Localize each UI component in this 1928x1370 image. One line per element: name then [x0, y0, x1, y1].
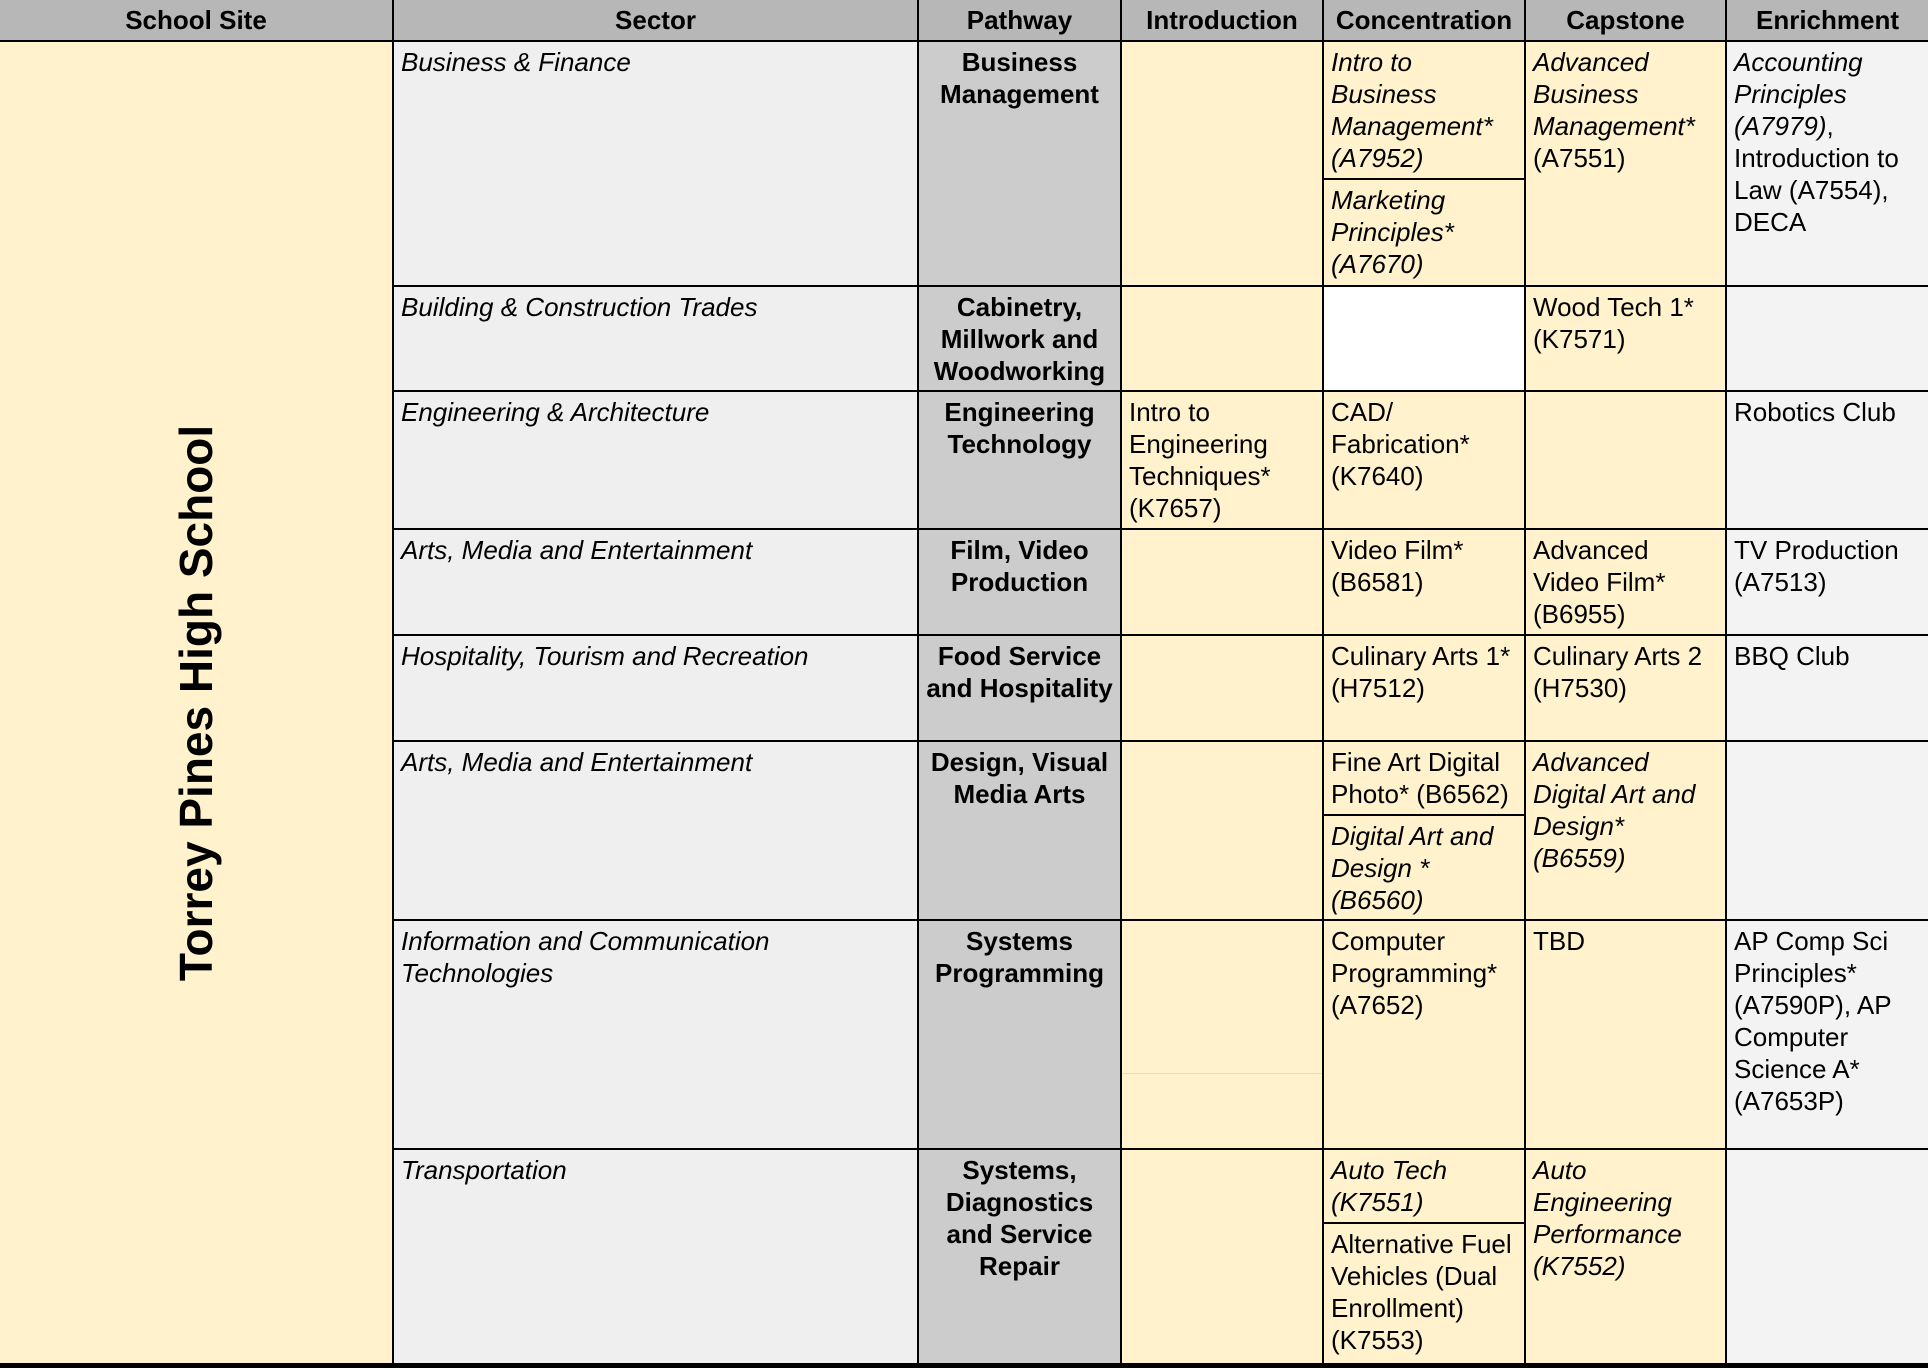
- introduction-cell: [1122, 1150, 1322, 1363]
- capstone-cell: Culinary Arts 2 (H7530): [1526, 636, 1725, 740]
- capstone-cell: [1526, 392, 1725, 528]
- capstone-cell: Advanced Digital Art and Design* (B6559): [1526, 742, 1725, 919]
- concentration-cell: Computer Programming* (A7652): [1324, 921, 1524, 1148]
- capstone-text: Advanced Video Film* (B6955): [1533, 534, 1718, 630]
- text-segment: AP Comp Sci Principles* (A7590P), AP Com…: [1734, 926, 1892, 1116]
- capstone-text: Wood Tech 1* (K7571): [1533, 291, 1718, 355]
- concentration-cell: [1324, 287, 1524, 390]
- text-segment: Culinary Arts 2 (H7530): [1533, 641, 1703, 703]
- concentration-cell: Auto Tech (K7551) Alternative Fuel Vehicl…: [1324, 1150, 1524, 1363]
- pathway-cell: Engineering Technology: [919, 392, 1120, 528]
- introduction-subcell: [1122, 921, 1322, 1073]
- capstone-text: Culinary Arts 2 (H7530): [1533, 640, 1718, 704]
- text-segment: Advanced Video Film* (B6955): [1533, 535, 1666, 629]
- enrichment-text: BBQ Club: [1734, 640, 1921, 672]
- enrichment-cell: TV Production (A7513): [1727, 530, 1928, 634]
- text-segment: TBD: [1533, 926, 1585, 956]
- enrichment-cell: [1727, 287, 1928, 390]
- capstone-cell: Wood Tech 1* (K7571): [1526, 287, 1725, 390]
- enrichment-cell: Accounting Principles (A7979), Introduct…: [1727, 42, 1928, 285]
- capstone-cell: Auto Engineering Performance (K7552): [1526, 1150, 1725, 1363]
- text-segment: BBQ Club: [1734, 641, 1850, 671]
- text-segment: Auto Engineering Performance (K7552): [1533, 1155, 1682, 1281]
- pathway-cell: Cabinetry, Millwork and Woodworking: [919, 287, 1120, 390]
- enrichment-cell: AP Comp Sci Principles* (A7590P), AP Com…: [1727, 921, 1928, 1148]
- text-segment: (A7551): [1533, 143, 1626, 173]
- capstone-text: Auto Engineering Performance (K7552): [1533, 1154, 1718, 1282]
- sector-cell: Arts, Media and Entertainment: [394, 530, 917, 634]
- capstone-text: Advanced Business Management* (A7551): [1533, 46, 1718, 174]
- course-item: Marketing Principles* (A7670): [1324, 178, 1524, 285]
- text-segment: , Introduction to Law (A7554), DECA: [1734, 111, 1899, 237]
- introduction-cell: Intro to Engineering Techniques* (K7657): [1122, 392, 1322, 528]
- sector-cell: Information and Communication Technologi…: [394, 921, 917, 1148]
- text-segment: Advanced Digital Art and Design* (B6559): [1533, 747, 1696, 873]
- course-item: Video Film* (B6581): [1331, 535, 1464, 597]
- column-header: Introduction: [1122, 0, 1322, 40]
- course-item: Alternative Fuel Vehicles (Dual Enrollme…: [1324, 1222, 1524, 1363]
- column-header: School Site: [0, 0, 392, 40]
- course-item: Digital Art and Design * (B6560): [1324, 814, 1524, 919]
- introduction-cell: [1122, 921, 1322, 1148]
- introduction-cell: [1122, 636, 1322, 740]
- introduction-cell: [1122, 742, 1322, 919]
- introduction-cell: [1122, 530, 1322, 634]
- sector-cell: Transportation: [394, 1150, 917, 1363]
- text-segment: Accounting Principles (A7979): [1734, 47, 1863, 141]
- course-item: Culinary Arts 1* (H7512): [1331, 641, 1511, 703]
- introduction-subcell: [1122, 1073, 1322, 1148]
- capstone-cell: Advanced Video Film* (B6955): [1526, 530, 1725, 634]
- text-segment: Advanced Business Management*: [1533, 47, 1695, 141]
- pathway-cell: Design, Visual Media Arts: [919, 742, 1120, 919]
- course-item: Intro to Engineering Techniques* (K7657): [1129, 397, 1271, 523]
- concentration-cell: Fine Art Digital Photo* (B6562) Digital A…: [1324, 742, 1524, 919]
- sector-cell: Engineering & Architecture: [394, 392, 917, 528]
- enrichment-cell: Robotics Club: [1727, 392, 1928, 528]
- text-segment: TV Production (A7513): [1734, 535, 1899, 597]
- concentration-cell: CAD/ Fabrication* (K7640): [1324, 392, 1524, 528]
- enrichment-text: Accounting Principles (A7979), Introduct…: [1734, 46, 1921, 238]
- enrichment-cell: BBQ Club: [1727, 636, 1928, 740]
- concentration-cell: Intro to Business Management* (A7952) Mar…: [1324, 42, 1524, 285]
- pathway-cell: Business Management: [919, 42, 1120, 285]
- column-header: Concentration: [1324, 0, 1524, 40]
- sector-cell: Building & Construction Trades: [394, 287, 917, 390]
- introduction-cell: [1122, 287, 1322, 390]
- text-segment: Robotics Club: [1734, 397, 1896, 427]
- text-segment: Wood Tech 1* (K7571): [1533, 292, 1694, 354]
- column-header: Sector: [394, 0, 917, 40]
- enrichment-cell: [1727, 742, 1928, 919]
- column-header: Capstone: [1526, 0, 1725, 40]
- capstone-cell: TBD: [1526, 921, 1725, 1148]
- capstone-cell: Advanced Business Management* (A7551): [1526, 42, 1725, 285]
- sector-cell: Arts, Media and Entertainment: [394, 742, 917, 919]
- enrichment-text: AP Comp Sci Principles* (A7590P), AP Com…: [1734, 925, 1921, 1117]
- course-item: Computer Programming* (A7652): [1331, 926, 1498, 1020]
- school-site-cell: Torrey Pines High School: [0, 42, 392, 1363]
- enrichment-text: TV Production (A7513): [1734, 534, 1921, 598]
- introduction-cell: [1122, 42, 1322, 285]
- course-item: Auto Tech (K7551): [1331, 1155, 1448, 1217]
- enrichment-text: Robotics Club: [1734, 396, 1921, 428]
- enrichment-cell: [1727, 1150, 1928, 1363]
- capstone-text: Advanced Digital Art and Design* (B6559): [1533, 746, 1718, 874]
- column-header: Enrichment: [1727, 0, 1928, 40]
- pathway-cell: Film, Video Production: [919, 530, 1120, 634]
- concentration-cell: Culinary Arts 1* (H7512): [1324, 636, 1524, 740]
- pathway-cell: Food Service and Hospitality: [919, 636, 1120, 740]
- course-item: Fine Art Digital Photo* (B6562): [1331, 747, 1509, 809]
- sector-cell: Hospitality, Tourism and Recreation: [394, 636, 917, 740]
- course-item: Intro to Business Management* (A7952): [1331, 47, 1493, 173]
- capstone-text: TBD: [1533, 925, 1718, 957]
- concentration-cell: Video Film* (B6581): [1324, 530, 1524, 634]
- course-item: CAD/ Fabrication* (K7640): [1331, 397, 1470, 491]
- column-header: Pathway: [919, 0, 1120, 40]
- school-site-name: Torrey Pines High School: [170, 424, 222, 981]
- pathway-cell: Systems, Diagnostics and Service Repair: [919, 1150, 1120, 1363]
- pathway-cell: Systems Programming: [919, 921, 1120, 1148]
- sector-cell: Business & Finance: [394, 42, 917, 285]
